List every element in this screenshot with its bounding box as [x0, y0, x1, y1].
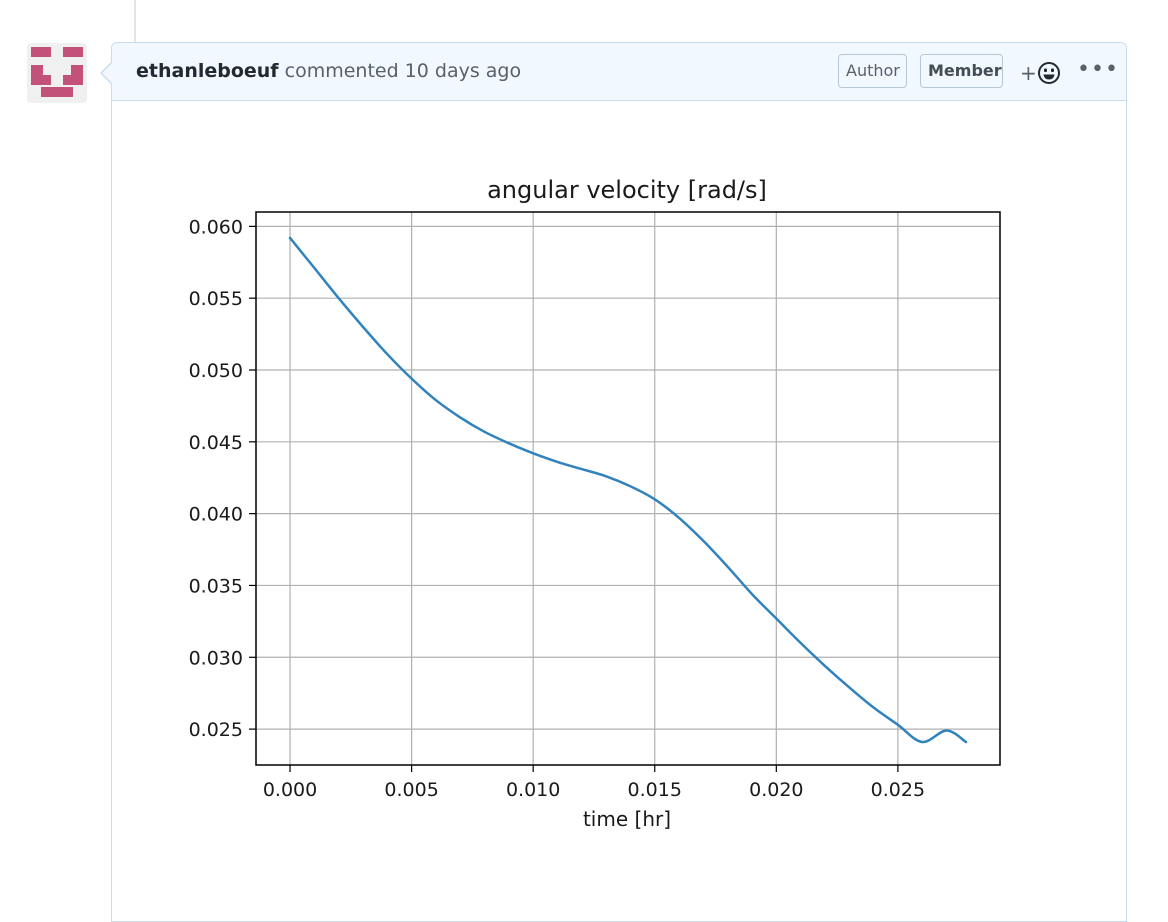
- y-tick-label: 0.030: [189, 647, 243, 669]
- x-tick-label: 0.005: [384, 779, 438, 801]
- comment-arrow-fill: [102, 63, 112, 83]
- x-tick-label: 0.000: [263, 779, 317, 801]
- y-tick-label: 0.050: [189, 360, 243, 382]
- author-badge: Author: [838, 54, 907, 88]
- y-tick-label: 0.045: [189, 432, 243, 454]
- y-tick-label: 0.040: [189, 504, 243, 526]
- x-axis: 0.000 0.005 0.010 0.015 0.020 0.025: [263, 765, 925, 801]
- comment-header: ethanleboeuf commented 10 days ago Autho…: [112, 43, 1126, 101]
- more-options-button[interactable]: •••: [1077, 57, 1119, 82]
- member-badge: Member: [920, 54, 1003, 88]
- axes-frame: [255, 211, 1001, 766]
- y-tick-label: 0.060: [189, 216, 243, 238]
- y-tick-label: 0.055: [189, 288, 243, 310]
- chart: angular velocity [rad/s] 0.000 0.005 0.010…: [189, 176, 1001, 831]
- comment-meta: ethanleboeuf commented 10 days ago: [136, 60, 521, 82]
- y-axis: 0.025 0.030 0.035 0.040 0.045 0.050 0.055 0.060: [189, 216, 256, 741]
- x-tick-label: 0.015: [628, 779, 682, 801]
- add-reaction-button[interactable]: +: [1020, 60, 1061, 86]
- avatar[interactable]: [27, 43, 87, 103]
- timeline-line: [134, 0, 136, 42]
- comment-timestamp[interactable]: commented 10 days ago: [284, 60, 522, 82]
- y-tick-label: 0.035: [189, 575, 243, 597]
- plus-label: +: [1020, 61, 1037, 85]
- y-tick-label: 0.025: [189, 719, 243, 741]
- x-tick-label: 0.010: [506, 779, 560, 801]
- x-tick-label: 0.020: [749, 779, 803, 801]
- x-tick-label: 0.025: [871, 779, 925, 801]
- identicon-icon: [31, 47, 83, 97]
- chart-grid: [256, 212, 1000, 765]
- smiley-icon: [1037, 62, 1060, 84]
- series-line: [288, 236, 968, 744]
- author-link[interactable]: ethanleboeuf: [136, 60, 279, 82]
- comment-box: ethanleboeuf commented 10 days ago Autho…: [111, 42, 1127, 922]
- x-axis-label: time [hr]: [583, 807, 671, 831]
- chart-title: angular velocity [rad/s]: [487, 176, 767, 204]
